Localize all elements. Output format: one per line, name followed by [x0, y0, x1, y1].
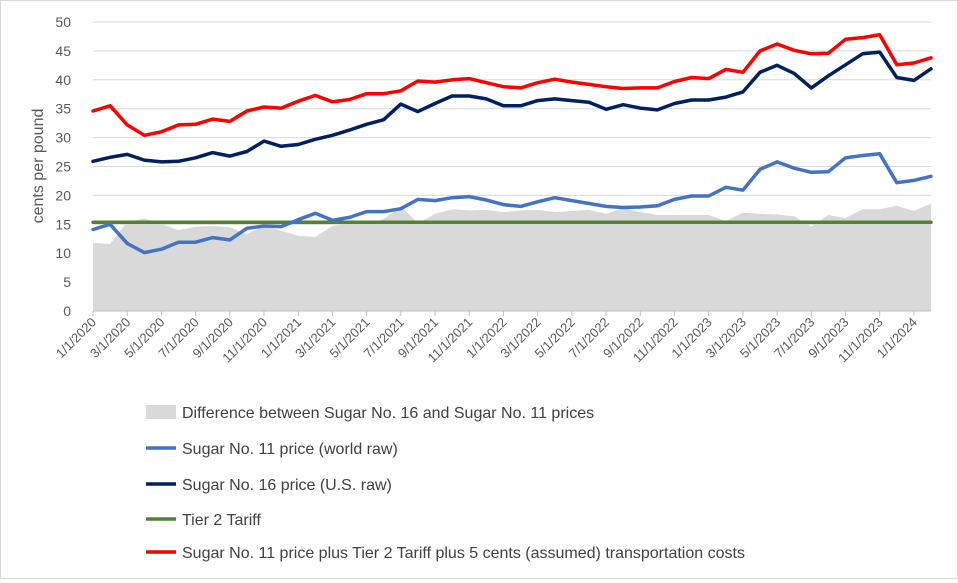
sugar-11-line — [91, 152, 933, 255]
y-tick-label: 20 — [55, 187, 71, 203]
difference-area — [93, 203, 931, 311]
y-axis-label: cents per pound — [30, 109, 47, 224]
legend-swatch-area — [146, 405, 176, 419]
legend-entry-label: Sugar No. 11 price (world raw) — [182, 441, 398, 458]
legend-entry-label: Difference between Sugar No. 16 and Suga… — [182, 405, 594, 422]
y-tick-label: 50 — [55, 14, 71, 30]
y-tick-label: 30 — [55, 130, 71, 146]
y-tick-label: 10 — [55, 245, 71, 261]
y-tick-label: 45 — [55, 43, 71, 59]
legend-entry-label: Sugar No. 16 price (U.S. raw) — [182, 477, 392, 494]
legend-entry-label: Tier 2 Tariff — [182, 512, 261, 529]
sugar-16-line — [91, 50, 933, 164]
y-tick-label: 5 — [63, 274, 71, 290]
y-tick-label: 0 — [63, 303, 71, 319]
y-tick-label: 35 — [55, 101, 71, 117]
legend-entry-label: Sugar No. 11 price plus Tier 2 Tariff pl… — [182, 545, 745, 562]
y-tick-label: 40 — [55, 72, 71, 88]
sugar-11-plus-tariff-line — [91, 32, 933, 138]
y-tick-label: 15 — [55, 216, 71, 232]
y-tick-label: 25 — [55, 159, 71, 175]
